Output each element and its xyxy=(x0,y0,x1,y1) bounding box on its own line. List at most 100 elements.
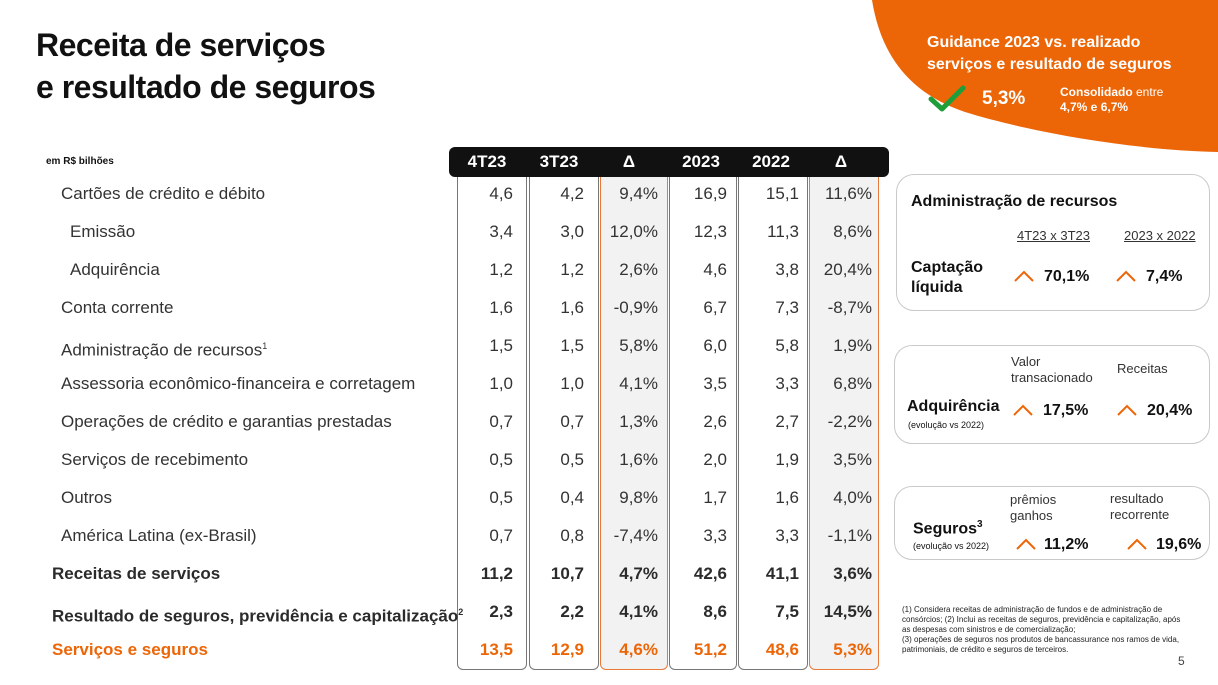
row-value: 1,3% xyxy=(619,412,658,431)
row-label-footnote-marker: 2 xyxy=(458,607,464,617)
row-value: 4,7% xyxy=(619,564,658,583)
page-number: 5 xyxy=(1178,654,1185,668)
row-value: 3,3 xyxy=(775,526,799,545)
table-row: América Latina (ex-Brasil) 0,7 0,8 -7,4% 3,3… xyxy=(0,517,900,555)
row-value: 16,9 xyxy=(693,184,727,203)
row-value: 1,0 xyxy=(560,374,584,393)
row-value: 4,6% xyxy=(619,640,658,659)
footnote-3: (3) operações de seguros nos produtos de… xyxy=(902,635,1180,654)
card-seg-col1-line2: ganhos xyxy=(1010,508,1053,523)
table-row: Assessoria econômico-financeira e corret… xyxy=(0,365,900,403)
card-seg-col2-line1: resultado xyxy=(1110,491,1164,506)
row-value: 1,6 xyxy=(560,298,584,317)
row-value: 6,0 xyxy=(703,336,727,355)
row-value: -1,1% xyxy=(827,526,872,545)
row-value: 20,4% xyxy=(823,260,872,279)
row-value: 3,3 xyxy=(703,526,727,545)
col-box-delta-quarter xyxy=(600,175,668,670)
guidance-note-rest: entre xyxy=(1132,85,1164,99)
footnote-1-2: (1) Considera receitas de administração … xyxy=(902,605,1181,634)
row-value: 2,3 xyxy=(489,602,513,621)
row-value: 1,6% xyxy=(619,450,658,469)
up-arrow-icon xyxy=(1127,538,1147,550)
row-label: Receitas de serviços xyxy=(52,555,220,593)
guidance-title-line1: Guidance 2023 vs. realizado xyxy=(927,34,1141,51)
card-adq-col1-line2: transacionado xyxy=(1011,370,1093,385)
card-admin-val2: 7,4% xyxy=(1146,268,1183,285)
table-row: Operações de crédito e garantias prestad… xyxy=(0,403,900,441)
card-admin-label: Captação líquida xyxy=(911,258,983,298)
table-row: Outros 0,5 0,4 9,8% 1,7 1,6 4,0% xyxy=(0,479,900,517)
guidance-title-line2: serviços e resultado de seguros xyxy=(927,56,1172,73)
row-value: 0,5 xyxy=(489,488,513,507)
row-value: 4,0% xyxy=(833,488,872,507)
row-value: -0,9% xyxy=(613,298,658,317)
row-value: 3,3 xyxy=(775,374,799,393)
row-value: 0,5 xyxy=(489,450,513,469)
card-seg-col2: resultado recorrente xyxy=(1110,491,1169,523)
card-admin-label-line1: Captação xyxy=(911,259,984,276)
row-value: 3,4 xyxy=(489,222,513,241)
guidance-title: Guidance 2023 vs. realizado serviços e r… xyxy=(927,32,1172,76)
row-value: 0,8 xyxy=(560,526,584,545)
row-label: Serviços e seguros xyxy=(52,631,208,669)
unit-label: em R$ bilhões xyxy=(46,156,114,167)
row-value: 7,5 xyxy=(775,602,799,621)
row-value: -2,2% xyxy=(827,412,872,431)
table-row: Administração de recursos1 1,5 1,5 5,8% 6,0 5… xyxy=(0,327,900,365)
row-label: Administração de recursos1 xyxy=(61,327,267,365)
table-row: Resultado de seguros, previdência e capi… xyxy=(0,593,900,631)
card-admin-label-line2: líquida xyxy=(911,279,963,296)
row-value: 11,6% xyxy=(825,184,872,203)
row-value: 6,7 xyxy=(703,298,727,317)
row-label: Emissão xyxy=(70,213,135,251)
row-value: 4,2 xyxy=(560,184,584,203)
row-value: 10,7 xyxy=(550,564,584,583)
card-seg-label-sup: 3 xyxy=(977,519,983,530)
table-row: Adquirência 1,2 1,2 2,6% 4,6 3,8 20,4% xyxy=(0,251,900,289)
card-seg-val1: 11,2% xyxy=(1044,536,1089,553)
row-label: Serviços de recebimento xyxy=(61,441,248,479)
row-value: 3,0 xyxy=(560,222,584,241)
check-icon xyxy=(928,85,966,112)
card-seguros: prêmios ganhos resultado recorrente Segu… xyxy=(894,486,1210,560)
card-adquirencia: Valor transacionado Receitas Adquirência… xyxy=(894,345,1210,444)
row-value: 12,9 xyxy=(550,640,584,659)
card-seg-label-text: Seguros xyxy=(913,520,978,538)
page-title-line1: Receita de serviços xyxy=(36,27,326,63)
row-label-text: Cartões de crédito e débito xyxy=(61,184,266,203)
row-value: 4,6 xyxy=(489,184,513,203)
card-admin-col2: 2023 x 2022 xyxy=(1124,228,1196,243)
guidance-note-range: 4,7% e 6,7% xyxy=(1060,100,1129,114)
col-box-4t23 xyxy=(457,175,527,670)
row-label-text: América Latina (ex-Brasil) xyxy=(61,526,257,545)
row-value: 0,5 xyxy=(560,450,584,469)
row-label: Conta corrente xyxy=(61,289,173,327)
row-value: 7,3 xyxy=(775,298,799,317)
row-value: 3,6% xyxy=(833,564,872,583)
table-row: Conta corrente 1,6 1,6 -0,9% 6,7 7,3 -8,7% xyxy=(0,289,900,327)
row-value: 9,8% xyxy=(619,488,658,507)
row-value: 4,1% xyxy=(619,374,658,393)
card-adq-sublabel: (evolução vs 2022) xyxy=(908,420,985,430)
header-4t23: 4T23 xyxy=(467,152,507,171)
row-value: 4,1% xyxy=(619,602,658,621)
row-value: 42,6 xyxy=(693,564,727,583)
row-label: Operações de crédito e garantias prestad… xyxy=(61,403,392,441)
row-value: 15,1 xyxy=(765,184,799,203)
row-value: 3,8 xyxy=(775,260,799,279)
card-adq-val1: 17,5% xyxy=(1043,402,1089,419)
row-label-text: Receitas de serviços xyxy=(52,564,221,583)
row-value: 11,2 xyxy=(480,564,513,583)
header-delta-quarter: Δ xyxy=(622,152,636,171)
header-delta-year: Δ xyxy=(834,152,848,171)
card-admin-recursos: Administração de recursos 4T23 x 3T23 20… xyxy=(896,174,1210,311)
card-seg-col2-line2: recorrente xyxy=(1110,507,1170,522)
card-adq-val2: 20,4% xyxy=(1147,402,1193,419)
row-label: América Latina (ex-Brasil) xyxy=(61,517,257,555)
row-value: 5,8 xyxy=(775,336,799,355)
col-box-3t23 xyxy=(529,175,599,670)
row-label-text: Resultado de seguros, previdência e capi… xyxy=(52,606,459,626)
table-row: Receitas de serviços 11,2 10,7 4,7% 42,6 41,1… xyxy=(0,555,900,593)
row-value: 8,6% xyxy=(833,222,872,241)
